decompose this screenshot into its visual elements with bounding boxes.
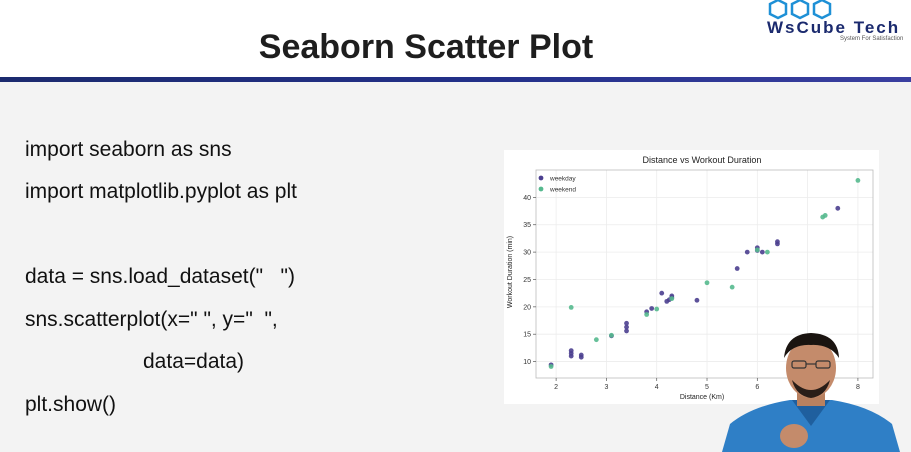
header-divider: [0, 77, 911, 82]
scatter-point-weekend: [609, 332, 614, 338]
scatter-point-weekend: [822, 213, 828, 218]
code-line-6: plt.show(): [25, 393, 117, 416]
scatter-point-weekday: [835, 205, 841, 211]
slide-title: Seaborn Scatter Plot: [258, 28, 594, 66]
scatter-point-weekday: [624, 320, 629, 326]
chart-svg: Distance vs Workout Duration Distance (K…: [507, 155, 874, 401]
scatter-point-weekday: [659, 290, 665, 296]
x-tick-label: 8: [856, 384, 860, 391]
scatter-point-weekday: [568, 348, 574, 354]
code-line-3: data = sns.load_dataset(" "): [25, 265, 295, 288]
scatter-point-weekend: [855, 178, 861, 183]
scatter-point-weekend: [593, 337, 599, 343]
code-line-4: sns.scatterplot(x=" ", y=" ",: [25, 308, 278, 331]
x-tick-label: 2: [554, 384, 558, 391]
x-tick-label: 3: [604, 384, 608, 391]
legend-label-weekend: weekend: [549, 186, 576, 193]
chart-title: Distance vs Workout Duration: [643, 155, 762, 165]
chart-y-label: Workout Duration (min): [507, 236, 514, 308]
code-line-1: import seaborn as sns: [25, 138, 232, 161]
scatter-point-weekend: [644, 312, 650, 317]
scatter-point-weekend: [669, 296, 675, 302]
scatter-point-weekday: [759, 249, 765, 255]
scatter-point-weekday: [578, 352, 584, 358]
scatter-point-weekday: [734, 266, 740, 271]
plot-frame: [535, 169, 874, 379]
scatter-point-weekend: [729, 284, 735, 290]
scatter-point-weekend: [654, 306, 660, 312]
scatter-point-weekday: [744, 249, 750, 255]
x-tick-label: 6: [755, 384, 759, 391]
y-tick-label: 40: [523, 195, 531, 202]
scatter-point-weekend: [704, 280, 710, 286]
scatter-point-weekday: [649, 306, 655, 311]
chart-x-label: Distance (Km): [680, 394, 724, 401]
legend-marker-weekend: [538, 186, 544, 192]
logo-text: WsCube Tech: [767, 18, 901, 37]
y-tick-label: 35: [523, 222, 531, 229]
header: Seaborn Scatter Plot WsCube Tech System …: [0, 0, 911, 82]
y-tick-label: 30: [523, 250, 531, 257]
scatter-point-weekday: [694, 297, 700, 303]
code-line-2: import matplotlib.pyplot as plt: [25, 180, 297, 203]
presenter-image: [722, 333, 900, 452]
y-tick-label: 10: [523, 359, 531, 366]
legend-marker-weekday: [538, 175, 544, 181]
scatter-point-weekend: [568, 304, 574, 310]
scatter-point-weekend: [764, 249, 770, 255]
y-tick-label: 20: [523, 304, 531, 311]
scatter-point-weekday: [775, 239, 780, 245]
scatter-point-weekday: [624, 324, 629, 330]
y-tick-label: 15: [523, 332, 531, 339]
code-line-5: data=data): [143, 350, 245, 373]
scatter-point-weekend: [754, 247, 760, 253]
x-tick-label: 5: [705, 384, 709, 391]
logo-tagline: System For Satisfaction: [840, 36, 904, 42]
legend-label-weekday: weekday: [549, 175, 576, 182]
scatter-point-weekday: [624, 328, 629, 334]
x-tick-label: 4: [655, 384, 659, 391]
logo-hexagon-icon: [768, 0, 832, 20]
y-tick-label: 25: [523, 277, 531, 284]
scatter-point-weekend: [548, 364, 554, 369]
wscube-logo: WsCube Tech System For Satisfaction: [762, 0, 911, 46]
